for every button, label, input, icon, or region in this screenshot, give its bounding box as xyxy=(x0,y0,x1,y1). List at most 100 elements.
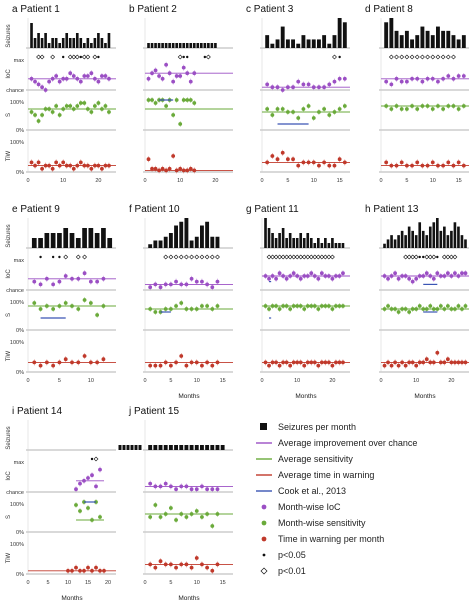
sig-p01-marker xyxy=(163,254,169,260)
sensitivity-point xyxy=(393,307,397,311)
seizure-bar xyxy=(441,30,446,48)
sensitivity-point xyxy=(445,304,450,308)
seizure-bar xyxy=(168,233,173,248)
sensitivity-point xyxy=(334,304,338,308)
ioc-point xyxy=(179,484,184,489)
sig-p01-marker xyxy=(205,54,211,60)
tiw-point xyxy=(305,360,310,365)
ioc-point xyxy=(200,484,204,489)
sensitivity-point xyxy=(446,104,451,108)
sig-p01-marker xyxy=(204,254,210,260)
ioc-point xyxy=(88,279,93,284)
tiw-point xyxy=(40,166,44,171)
ioc-point xyxy=(417,274,422,278)
tiw-point xyxy=(70,360,74,365)
ioc-point xyxy=(100,74,104,78)
tiw-point xyxy=(158,559,163,564)
seizure-bar xyxy=(338,243,341,248)
sensitivity-point xyxy=(415,107,420,111)
sensitivity-point xyxy=(384,104,389,108)
tiw-point xyxy=(200,363,204,368)
x-tick-label: 10 xyxy=(177,178,183,184)
seizure-bar xyxy=(320,243,324,248)
x-tick-label: 0 xyxy=(260,178,263,184)
sig-p01-marker xyxy=(451,54,456,60)
x-tick-label: 10 xyxy=(294,378,300,384)
sensitivity-point xyxy=(101,304,106,308)
sensitivity-point xyxy=(399,107,404,111)
seizure-bar xyxy=(65,33,69,48)
sensitivity-point xyxy=(305,304,310,308)
sensitivity-point xyxy=(404,107,409,111)
panel-title: a Patient 1 xyxy=(12,4,60,15)
sensitivity-point xyxy=(341,304,345,308)
tiw-point xyxy=(281,360,286,365)
seizure-bar xyxy=(265,35,270,48)
sensitivity-point xyxy=(70,304,74,308)
sig-p01-marker xyxy=(406,254,412,260)
ioc-point xyxy=(399,79,404,84)
sensitivity-point xyxy=(442,307,447,311)
seizure-bar xyxy=(292,238,295,248)
sensitivity-point xyxy=(163,512,168,516)
seizure-bar xyxy=(210,236,215,248)
tiw-point xyxy=(85,163,90,168)
tiw-point xyxy=(451,163,456,168)
ioc-point xyxy=(157,74,161,78)
seizure-bar xyxy=(274,238,278,248)
ioc-point xyxy=(164,62,169,67)
tiw-point xyxy=(400,360,405,365)
panel-title: c Patient 3 xyxy=(246,4,294,15)
ioc-max-label: max xyxy=(14,258,25,264)
seizure-bar xyxy=(327,43,332,48)
tiw-point xyxy=(420,163,425,168)
sensitivity-point xyxy=(337,107,342,111)
seizure-bar xyxy=(210,43,214,48)
sensitivity-point xyxy=(194,509,199,513)
sig-p01-marker xyxy=(399,54,405,60)
seizure-bar xyxy=(75,33,79,48)
ioc-point xyxy=(78,79,83,84)
sensitivity-point xyxy=(68,104,73,108)
seizure-bar xyxy=(317,39,321,48)
sensitivity-point xyxy=(148,515,153,519)
seizure-bar xyxy=(30,23,33,48)
ioc-point xyxy=(274,276,278,281)
ioc-point xyxy=(410,279,415,284)
tiw-point xyxy=(47,163,52,168)
ioc-point xyxy=(424,271,429,276)
sig-p01-marker xyxy=(312,254,318,260)
ioc-point xyxy=(194,279,199,284)
row-label: IoC xyxy=(6,471,12,481)
ioc-point xyxy=(288,274,293,278)
ioc-point xyxy=(168,282,173,287)
ioc-point xyxy=(57,79,62,84)
ioc-point xyxy=(96,79,101,84)
panel-2: b Patient 2 0 10 20 xyxy=(129,4,233,184)
sensitivity-point xyxy=(74,503,78,507)
ioc-point xyxy=(330,276,335,281)
x-tick-label: 15 xyxy=(85,580,91,586)
seizure-bar xyxy=(184,218,189,248)
seizure-bar xyxy=(299,233,303,248)
ioc-point xyxy=(332,79,337,84)
sensitivity-point xyxy=(43,107,48,111)
sensitivity-point xyxy=(400,307,405,311)
ioc-point xyxy=(312,274,317,278)
sensitivity-point xyxy=(389,307,394,311)
seizure-bar xyxy=(280,26,285,48)
ioc-point xyxy=(158,484,163,489)
sig-p01-marker xyxy=(50,54,56,60)
tiw-point xyxy=(86,565,90,570)
ioc-point xyxy=(309,271,314,276)
sensitivity-point xyxy=(284,304,289,308)
tiw-point xyxy=(337,360,342,365)
sensitivity-point xyxy=(460,307,464,311)
sensitivity-point xyxy=(394,104,399,108)
ioc-point xyxy=(425,76,430,81)
sensitivity-point xyxy=(188,98,193,102)
sensitivity-point xyxy=(153,101,158,105)
ioc-point xyxy=(430,76,435,81)
tiw-point xyxy=(66,568,70,573)
